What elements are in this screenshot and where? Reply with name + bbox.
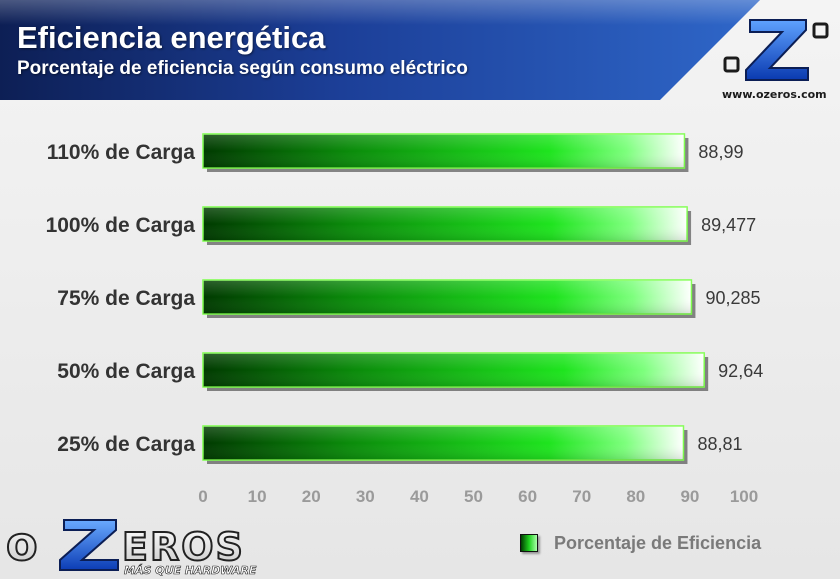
- x-tick-label: 90: [680, 487, 699, 506]
- ozeros-wordmark-logo: o EROS MÁS QUE HARDWARE: [5, 516, 257, 577]
- category-label: 75% de Carga: [57, 287, 195, 310]
- x-tick-label: 100: [730, 487, 758, 506]
- x-tick-label: 20: [302, 487, 321, 506]
- bar-sheen: [203, 207, 688, 241]
- bar-sheen: [203, 280, 692, 314]
- ozeros-emblem-logo: [723, 19, 829, 81]
- value-labels-layer: 88,99 89,477 90,285 92,64 88,81: [697, 142, 763, 454]
- category-label: 100% de Carga: [46, 214, 196, 237]
- value-label: 90,285: [705, 288, 760, 308]
- x-tick-label: 50: [464, 487, 483, 506]
- header-background: [0, 0, 760, 100]
- bar-sheen: [203, 134, 685, 168]
- chart-title: Eficiencia energética: [17, 20, 326, 55]
- x-tick-label: 60: [518, 487, 537, 506]
- legend-swatch: [520, 534, 538, 552]
- header-banner: Eficiencia energética Porcentaje de efic…: [0, 0, 840, 101]
- bar-sheen: [203, 353, 705, 387]
- x-tick-label: 80: [626, 487, 645, 506]
- category-labels-layer: 110% de Carga 100% de Carga 75% de Carga 50…: [46, 141, 196, 456]
- bar-chart: 110% de Carga 100% de Carga 75% de Carga 50…: [46, 133, 763, 506]
- x-tick-label: 70: [572, 487, 591, 506]
- value-label: 88,99: [698, 142, 743, 162]
- x-tick-label: 40: [410, 487, 429, 506]
- x-tick-label: 10: [248, 487, 267, 506]
- svg-text:EROS: EROS: [122, 525, 245, 569]
- chart-legend: Porcentaje de Eficiencia: [520, 530, 761, 556]
- bars-layer: [202, 133, 709, 464]
- x-axis-ticks-layer: 0 10 20 30 40 50 60 70 80 90 100: [198, 487, 758, 506]
- value-label: 89,477: [701, 215, 756, 235]
- x-tick-label: 30: [356, 487, 375, 506]
- category-label: 50% de Carga: [57, 360, 195, 383]
- logo-tagline: MÁS QUE HARDWARE: [124, 564, 257, 577]
- value-label: 88,81: [697, 434, 742, 454]
- svg-text:o: o: [6, 517, 39, 571]
- site-url: www.ozeros.com: [722, 88, 827, 101]
- category-label: 110% de Carga: [47, 141, 196, 164]
- value-label: 92,64: [718, 361, 763, 381]
- x-tick-label: 0: [198, 487, 207, 506]
- category-label: 25% de Carga: [57, 433, 195, 456]
- chart-subtitle: Porcentaje de eficiencia según consumo e…: [17, 58, 468, 79]
- bar-sheen: [203, 426, 684, 460]
- legend-label: Porcentaje de Eficiencia: [554, 532, 762, 553]
